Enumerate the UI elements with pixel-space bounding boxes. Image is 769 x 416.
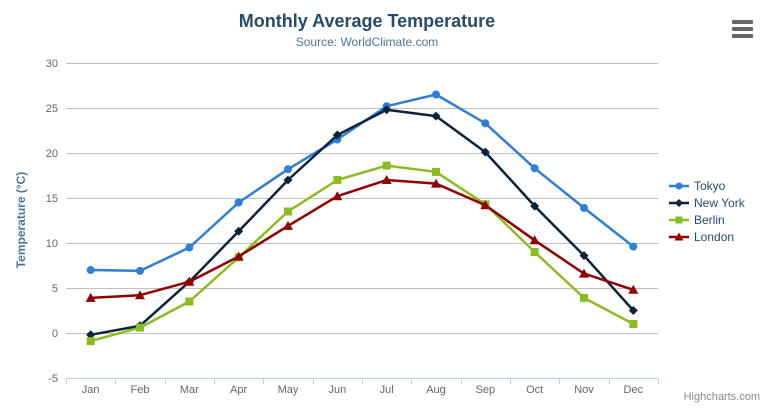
- x-axis-tick-label: Mar: [180, 384, 199, 396]
- x-axis-tick-label: Apr: [230, 384, 247, 396]
- data-point-marker[interactable]: [629, 320, 638, 328]
- x-axis-tick-label: Oct: [526, 384, 543, 396]
- x-axis-tick-label: Feb: [131, 384, 150, 396]
- y-axis-tick-label: 5: [52, 283, 58, 295]
- y-axis-tick-label: 20: [46, 148, 58, 160]
- x-axis-tick-label: Aug: [426, 384, 446, 396]
- data-point-marker[interactable]: [234, 198, 243, 207]
- data-point-marker[interactable]: [135, 290, 145, 300]
- context-menu-button[interactable]: [730, 18, 756, 40]
- data-point-marker[interactable]: [284, 165, 292, 174]
- series-line[interactable]: [89, 178, 635, 300]
- data-point-marker[interactable]: [480, 147, 490, 157]
- data-point-marker[interactable]: [579, 268, 589, 278]
- legend-label: London: [694, 229, 735, 244]
- data-point-marker[interactable]: [86, 337, 95, 346]
- data-point-marker[interactable]: [185, 243, 194, 252]
- legend-marker[interactable]: [675, 198, 683, 207]
- x-axis-tick-label: Jan: [82, 384, 100, 396]
- legend-label: Tokyo: [694, 178, 726, 193]
- data-point-marker[interactable]: [185, 297, 194, 306]
- y-axis-tick-label: 15: [46, 193, 58, 205]
- data-point-marker[interactable]: [332, 191, 343, 201]
- legend-symbol-triangle-icon: [669, 232, 689, 240]
- hamburger-icon: [732, 34, 753, 38]
- data-point-marker[interactable]: [86, 266, 95, 274]
- y-axis-tick-label: 10: [46, 238, 58, 250]
- legend-label: New York: [694, 195, 745, 210]
- legend-symbol-square-icon: [669, 216, 689, 223]
- data-point-marker[interactable]: [628, 284, 639, 294]
- data-point-marker[interactable]: [283, 175, 293, 185]
- legend-marker[interactable]: [675, 182, 683, 189]
- x-axis-tick-label: May: [278, 384, 299, 396]
- series-new-york[interactable]: [86, 105, 638, 340]
- data-point-marker[interactable]: [136, 266, 144, 275]
- legend-marker[interactable]: [674, 232, 684, 240]
- data-point-marker[interactable]: [332, 130, 342, 140]
- data-point-marker[interactable]: [480, 200, 491, 210]
- data-point-marker[interactable]: [530, 248, 539, 256]
- series-london[interactable]: [85, 175, 639, 302]
- data-point-marker[interactable]: [580, 203, 588, 212]
- data-point-marker[interactable]: [283, 220, 293, 230]
- legend: Tokyo New York Berlin London: [669, 177, 745, 245]
- data-point-marker[interactable]: [530, 201, 540, 211]
- data-point-marker[interactable]: [431, 178, 441, 188]
- data-point-marker[interactable]: [284, 207, 292, 216]
- series-line[interactable]: [89, 93, 635, 273]
- y-axis-tick-label: 25: [46, 103, 58, 115]
- y-axis-tick-label: 0: [52, 328, 58, 340]
- data-point-marker[interactable]: [431, 111, 441, 121]
- x-axis-tick-label: Sep: [476, 384, 496, 396]
- legend-marker[interactable]: [675, 216, 683, 223]
- data-point-marker[interactable]: [481, 119, 490, 128]
- data-point-marker[interactable]: [628, 306, 638, 315]
- data-point-marker[interactable]: [85, 292, 96, 302]
- data-point-marker[interactable]: [629, 242, 638, 251]
- x-axis-tick-label: Nov: [574, 384, 594, 396]
- series-line[interactable]: [89, 108, 635, 337]
- x-axis-tick-label: Jun: [328, 384, 346, 396]
- data-point-marker[interactable]: [432, 167, 440, 176]
- x-axis-tick-label: Dec: [624, 384, 644, 396]
- x-axis-tick-label: Jul: [380, 384, 394, 396]
- data-point-marker[interactable]: [136, 323, 144, 332]
- y-axis-tick-label: -5: [48, 373, 58, 385]
- y-axis-title: Temperature (°C): [14, 172, 28, 269]
- legend-symbol-circle-icon: [669, 182, 689, 189]
- data-point-marker[interactable]: [333, 176, 342, 184]
- data-point-marker[interactable]: [580, 293, 588, 302]
- y-axis-tick-label: 30: [46, 58, 58, 70]
- data-point-marker[interactable]: [381, 175, 392, 184]
- legend-item-london[interactable]: London: [669, 228, 745, 245]
- chart-title: Monthly Average Temperature: [238, 11, 496, 31]
- chart-subtitle: Source: WorldClimate.com: [295, 35, 439, 49]
- data-point-marker[interactable]: [432, 90, 440, 99]
- data-point-marker[interactable]: [86, 330, 96, 340]
- legend-item-berlin[interactable]: Berlin: [669, 211, 745, 228]
- data-point-marker[interactable]: [382, 161, 391, 170]
- data-point-marker[interactable]: [530, 164, 539, 173]
- legend-label: Berlin: [694, 212, 725, 227]
- legend-symbol-diamond-icon: [669, 198, 689, 207]
- legend-item-tokyo[interactable]: Tokyo: [669, 177, 745, 194]
- hamburger-icon: [732, 27, 753, 31]
- legend-item-new-york[interactable]: New York: [669, 194, 745, 211]
- data-point-marker[interactable]: [184, 276, 195, 286]
- series-tokyo[interactable]: [86, 90, 638, 275]
- data-point-marker[interactable]: [529, 235, 540, 245]
- data-point-marker[interactable]: [579, 251, 589, 261]
- series-line[interactable]: [89, 164, 635, 343]
- credits-link[interactable]: Highcharts.com: [683, 391, 760, 403]
- hamburger-icon: [732, 20, 753, 24]
- data-point-marker[interactable]: [234, 226, 244, 236]
- data-point-marker[interactable]: [233, 251, 244, 261]
- data-point-marker[interactable]: [382, 105, 392, 115]
